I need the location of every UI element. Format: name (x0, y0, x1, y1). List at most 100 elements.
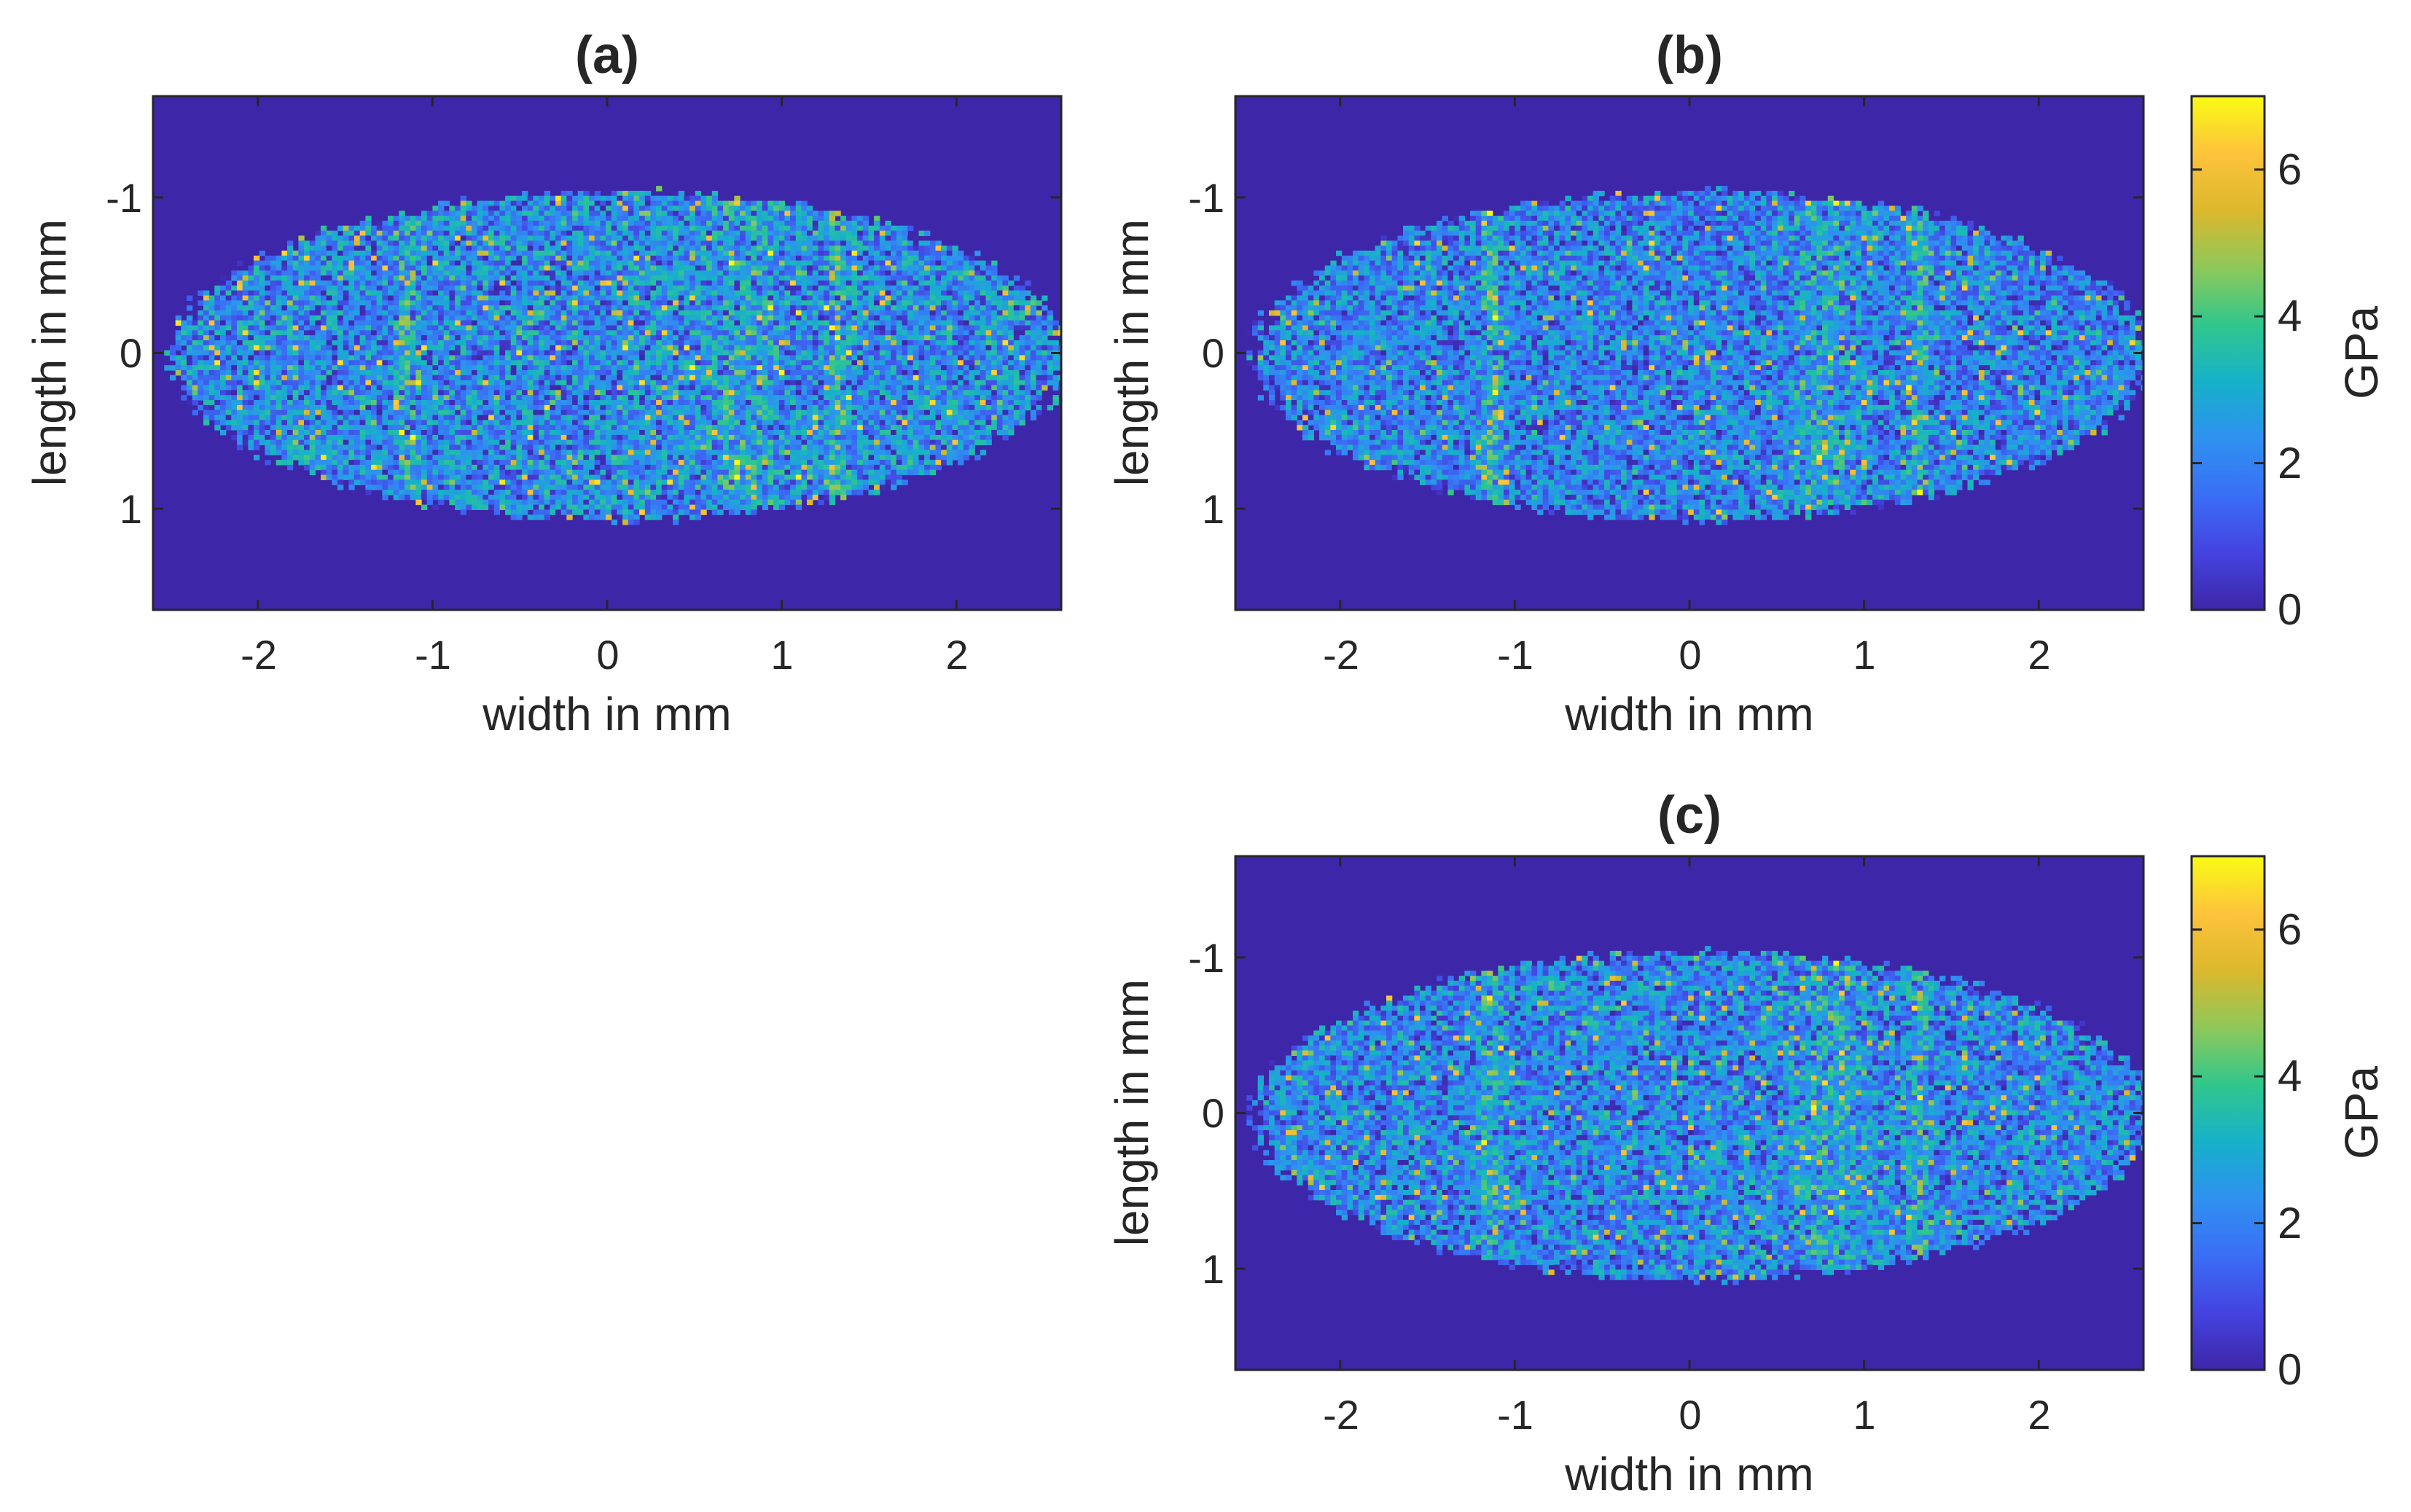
heatmap-cell (891, 375, 897, 381)
heatmap-cell (466, 211, 472, 216)
heatmap-cell (292, 300, 299, 306)
heatmap-cell (254, 275, 260, 281)
heatmap-cell (656, 305, 663, 311)
heatmap-cell (673, 225, 679, 232)
heatmap-cell (231, 285, 238, 291)
heatmap-cell (673, 205, 679, 211)
heatmap-cell (510, 335, 517, 341)
heatmap-cell (455, 216, 461, 222)
heatmap-cell (472, 265, 478, 271)
heatmap-cell (835, 360, 841, 366)
heatmap-cell (254, 255, 260, 262)
heatmap-cell (304, 270, 310, 276)
heatmap-cell (829, 305, 836, 311)
heatmap-cell (734, 310, 741, 316)
heatmap-cell (298, 360, 305, 366)
heatmap-cell (879, 225, 886, 232)
heatmap-cell (1058, 360, 1061, 366)
heatmap-cell (544, 205, 550, 211)
heatmap-cell (225, 345, 232, 351)
heatmap-cell (633, 375, 640, 381)
heatmap-cell (516, 355, 523, 361)
heatmap-cell (711, 355, 719, 361)
heatmap-cell (376, 225, 383, 232)
heatmap-cell (376, 315, 383, 321)
heatmap-cell (673, 300, 679, 306)
heatmap-cell (896, 265, 903, 271)
heatmap-cell (432, 270, 439, 276)
heatmap-cell (181, 375, 187, 381)
heatmap-cell (265, 310, 271, 316)
heatmap-cell (851, 280, 858, 286)
heatmap-cell (795, 280, 802, 286)
heatmap-cell (907, 360, 914, 366)
heatmap-cell (493, 340, 500, 346)
heatmap-cell (539, 280, 545, 286)
heatmap-cell (762, 225, 769, 232)
heatmap-cell (533, 280, 539, 286)
heatmap-cell (790, 246, 797, 251)
heatmap-cell (958, 275, 964, 281)
heatmap-cell (673, 295, 679, 301)
heatmap-cell (991, 290, 998, 296)
heatmap-cell (365, 275, 372, 281)
heatmap-cell (1002, 280, 1009, 286)
heatmap-cell (757, 310, 763, 316)
heatmap-cell (259, 320, 265, 326)
heatmap-cell (969, 320, 975, 326)
heatmap-cell (751, 305, 757, 311)
heatmap-cell (472, 300, 478, 306)
heatmap-cell (259, 305, 265, 311)
heatmap-cell (566, 295, 573, 301)
heatmap-cell (265, 305, 271, 311)
heatmap-cell (824, 295, 830, 301)
heatmap-cell (757, 380, 763, 386)
heatmap-cell (343, 315, 349, 321)
heatmap-cell (466, 375, 472, 381)
heatmap-cell (482, 320, 489, 326)
heatmap-cell (499, 255, 506, 262)
heatmap-cell (695, 211, 702, 216)
heatmap-cell (348, 295, 355, 301)
heatmap-cell (941, 340, 947, 346)
heatmap-cell (650, 265, 657, 271)
heatmap-cell (644, 310, 652, 316)
heatmap-cell (376, 235, 383, 241)
heatmap-cell (767, 370, 774, 376)
heatmap-cell (493, 246, 500, 251)
heatmap-cell (818, 255, 824, 262)
heatmap-cell (220, 325, 227, 331)
heatmap-cell (393, 285, 399, 291)
heatmap-cell (505, 295, 512, 301)
heatmap-cell (1036, 350, 1042, 356)
heatmap-cell (740, 340, 746, 346)
heatmap-cell (952, 335, 958, 341)
heatmap-cell (214, 305, 221, 311)
heatmap-cell (309, 260, 316, 266)
heatmap-cell (421, 370, 428, 376)
heatmap-cell (505, 225, 512, 232)
heatmap-cell (309, 280, 316, 286)
heatmap-cell (639, 295, 646, 301)
heatmap-cell (583, 320, 590, 326)
heatmap-cell (499, 275, 506, 281)
heatmap-cell (348, 240, 355, 246)
heatmap-cell (1047, 365, 1054, 371)
heatmap-cell (762, 280, 769, 286)
heatmap-cell (801, 375, 808, 381)
heatmap-cell (829, 325, 836, 331)
heatmap-cell (304, 290, 310, 296)
heatmap-cell (348, 375, 355, 381)
heatmap-cell (231, 330, 238, 336)
heatmap-cell (918, 275, 925, 281)
heatmap-cell (918, 270, 925, 276)
heatmap-cell (678, 300, 685, 306)
heatmap-cell (661, 355, 668, 361)
heatmap-cell (711, 280, 719, 286)
heatmap-cell (472, 275, 478, 281)
heatmap-cell (801, 335, 808, 341)
heatmap-cell (192, 320, 198, 326)
heatmap-cell (298, 235, 305, 241)
heatmap-cell (929, 355, 937, 361)
heatmap-cell (376, 325, 383, 331)
